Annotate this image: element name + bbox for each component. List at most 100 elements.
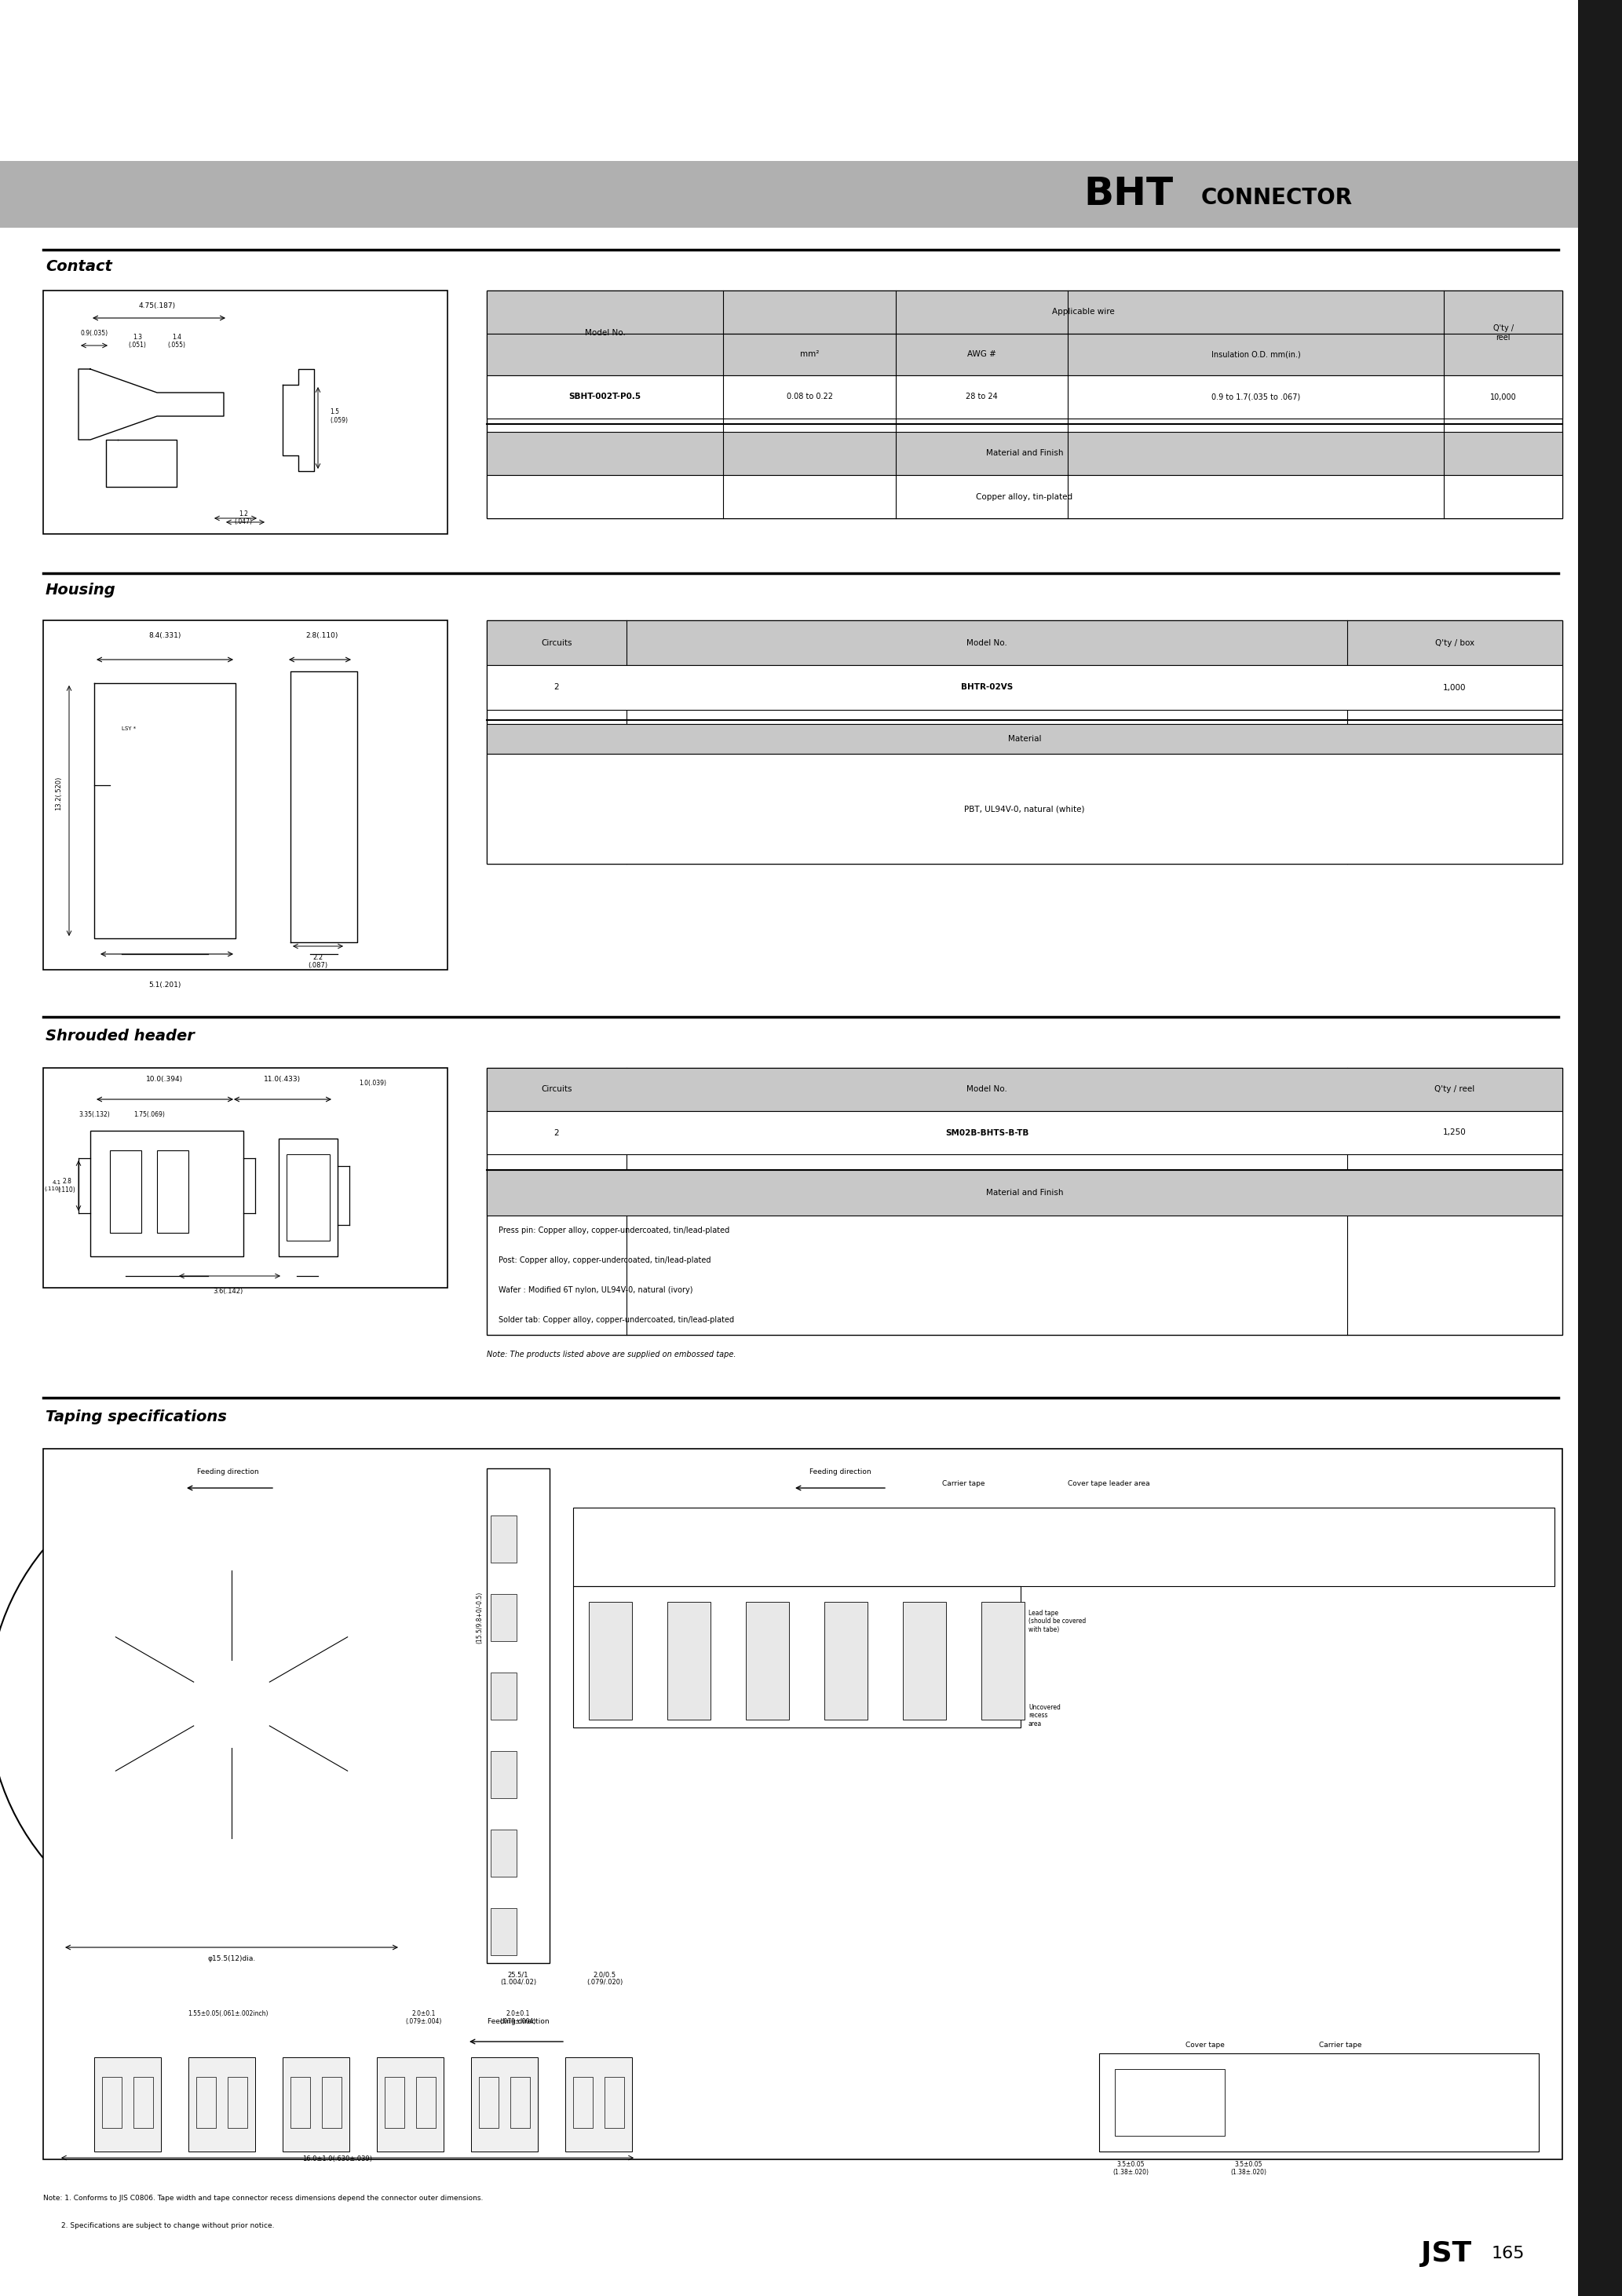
Text: 2.0±0.1
(.079±.004): 2.0±0.1 (.079±.004) xyxy=(406,2011,443,2025)
Bar xyxy=(110,1150,141,1233)
Text: Post: Copper alloy, copper-undercoated, tin/lead-plated: Post: Copper alloy, copper-undercoated, … xyxy=(498,1256,710,1265)
Bar xyxy=(1578,0,1622,2296)
Text: 5.1(.201): 5.1(.201) xyxy=(149,980,182,990)
Text: Feeding direction: Feeding direction xyxy=(487,2018,548,2025)
Text: 2.0/0.5
(.079/.020): 2.0/0.5 (.079/.020) xyxy=(587,1970,623,1986)
Text: 2. Specifications are subject to change without prior notice.: 2. Specifications are subject to change … xyxy=(44,2223,274,2229)
Text: Insulation O.D. mm(in.): Insulation O.D. mm(in.) xyxy=(1212,351,1301,358)
Bar xyxy=(487,666,1562,709)
Text: 11.0(.433): 11.0(.433) xyxy=(264,1077,302,1084)
Bar xyxy=(491,1830,516,1876)
Text: 4.1
(.110): 4.1 (.110) xyxy=(44,1180,62,1192)
Text: 3.6(.142): 3.6(.142) xyxy=(212,1288,243,1295)
Bar xyxy=(110,707,212,918)
Text: 0.9 to 1.7(.035 to .067): 0.9 to 1.7(.035 to .067) xyxy=(1212,393,1301,402)
Text: (15.5/9.8+0/-0.5): (15.5/9.8+0/-0.5) xyxy=(475,1591,483,1644)
Bar xyxy=(487,620,1562,666)
Bar xyxy=(824,1603,868,1720)
Text: 13.2(.520): 13.2(.520) xyxy=(55,776,62,810)
Text: SBHT-002T-P0.5: SBHT-002T-P0.5 xyxy=(569,393,641,402)
Bar xyxy=(487,723,1562,753)
Bar xyxy=(376,2057,443,2151)
Text: AWG #: AWG # xyxy=(967,351,996,358)
Text: 2.8
(.110): 2.8 (.110) xyxy=(58,1178,76,1194)
Bar xyxy=(321,2078,342,2128)
Bar xyxy=(279,1139,337,1256)
Bar xyxy=(227,2078,247,2128)
Text: Wafer : Modified 6T nylon, UL94V-0, natural (ivory): Wafer : Modified 6T nylon, UL94V-0, natu… xyxy=(498,1286,693,1295)
Text: JST: JST xyxy=(1421,2241,1471,2266)
Bar xyxy=(44,1068,448,1288)
Text: 165: 165 xyxy=(1492,2245,1525,2262)
Bar xyxy=(746,1603,788,1720)
Bar xyxy=(290,2078,310,2128)
Bar xyxy=(300,696,347,914)
Text: 1.55±0.05(.061±.002inch): 1.55±0.05(.061±.002inch) xyxy=(188,2011,268,2018)
Text: mm²: mm² xyxy=(800,351,819,358)
Bar xyxy=(285,397,295,436)
Bar xyxy=(491,1752,516,1798)
Text: Applicable wire: Applicable wire xyxy=(1053,308,1114,317)
Bar xyxy=(981,1603,1025,1720)
Bar xyxy=(573,1587,1020,1727)
Text: 4.75(.187): 4.75(.187) xyxy=(138,303,175,310)
Text: Housing: Housing xyxy=(45,583,117,597)
Bar xyxy=(94,2057,161,2151)
Text: 2.2
(.087): 2.2 (.087) xyxy=(308,955,328,969)
Bar xyxy=(157,1150,188,1233)
Text: Cover tape leader area: Cover tape leader area xyxy=(1067,1481,1150,1488)
Text: φ15.5(12)dia.: φ15.5(12)dia. xyxy=(208,1956,256,1963)
Text: BHT: BHT xyxy=(1083,174,1173,214)
Bar xyxy=(188,2057,255,2151)
Text: 1.5
(.059): 1.5 (.059) xyxy=(329,409,347,425)
Bar xyxy=(487,1171,1562,1215)
Text: LSY *: LSY * xyxy=(122,726,136,730)
Text: 2.8(.110): 2.8(.110) xyxy=(305,631,337,638)
Bar xyxy=(487,620,1562,863)
Bar xyxy=(903,1603,946,1720)
Text: 10.0(.394): 10.0(.394) xyxy=(146,1077,183,1084)
Bar xyxy=(487,475,1562,519)
Text: Q'ty / box: Q'ty / box xyxy=(1435,638,1474,647)
Text: 16.0±1.0(.630±.039): 16.0±1.0(.630±.039) xyxy=(303,2156,373,2163)
Text: 1.75(.069): 1.75(.069) xyxy=(133,1111,165,1118)
Text: Material and Finish: Material and Finish xyxy=(986,1189,1062,1196)
Text: Model No.: Model No. xyxy=(967,1086,1007,1093)
Bar xyxy=(478,2078,498,2128)
Text: Q'ty / reel: Q'ty / reel xyxy=(1434,1086,1474,1093)
Bar xyxy=(487,1068,1562,1111)
Text: Uncovered
recess
area: Uncovered recess area xyxy=(1028,1704,1061,1727)
Bar xyxy=(1114,2069,1225,2135)
Bar xyxy=(487,1068,1562,1334)
Bar xyxy=(0,161,1622,227)
Text: Shrouded header: Shrouded header xyxy=(45,1029,195,1045)
Text: 8.4(.331): 8.4(.331) xyxy=(149,631,182,638)
Bar xyxy=(564,2057,633,2151)
Text: Material and Finish: Material and Finish xyxy=(986,450,1062,457)
Bar xyxy=(487,374,1562,418)
Bar xyxy=(133,2078,152,2128)
Text: 25.5/1
(1.004/.02): 25.5/1 (1.004/.02) xyxy=(500,1970,537,1986)
Text: Circuits: Circuits xyxy=(542,1086,573,1093)
Bar xyxy=(589,1603,633,1720)
Text: 3.5±0.05
(1.38±.020): 3.5±0.05 (1.38±.020) xyxy=(1229,2161,1267,2177)
Bar xyxy=(491,1908,516,1956)
Text: 10,000: 10,000 xyxy=(1491,393,1517,402)
Text: Feeding direction: Feeding direction xyxy=(809,1469,871,1476)
Text: 1.2
(.047): 1.2 (.047) xyxy=(234,510,253,526)
Bar xyxy=(491,1593,516,1642)
Bar xyxy=(384,2078,404,2128)
Text: Model No.: Model No. xyxy=(584,328,626,338)
Bar xyxy=(287,1155,329,1240)
Text: Contact: Contact xyxy=(45,259,112,273)
Bar xyxy=(282,2057,349,2151)
Text: Note: 1. Conforms to JIS C0806. Tape width and tape connector recess dimensions : Note: 1. Conforms to JIS C0806. Tape wid… xyxy=(44,2195,483,2202)
Text: 2: 2 xyxy=(555,684,560,691)
Text: Material: Material xyxy=(1007,735,1041,744)
Bar xyxy=(487,753,1562,863)
Text: 1.3
(.051): 1.3 (.051) xyxy=(128,333,146,349)
Bar xyxy=(487,432,1562,475)
Bar xyxy=(487,1111,1562,1155)
Text: 2.0±0.1
(.079±.004): 2.0±0.1 (.079±.004) xyxy=(500,2011,537,2025)
Bar xyxy=(487,1469,550,1963)
